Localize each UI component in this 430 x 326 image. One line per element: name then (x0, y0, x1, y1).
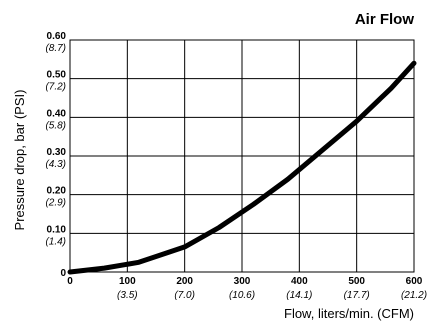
y-tick-label: 0 (60, 268, 66, 279)
x-tick-sublabel: (17.7) (344, 290, 370, 301)
y-tick-label: 0.60 (47, 31, 67, 42)
x-tick-label: 0 (67, 276, 73, 287)
x-tick-sublabel: (21.2) (401, 290, 427, 301)
x-tick-sublabel: (10.6) (229, 290, 255, 301)
x-tick-label: 100 (119, 276, 136, 287)
x-tick-label: 600 (406, 276, 423, 287)
y-tick-label: 0.20 (47, 186, 67, 197)
grid-layer (69, 39, 415, 273)
y-tick-sublabel: (2.9) (45, 198, 66, 209)
x-tick-label: 500 (348, 276, 365, 287)
y-tick-label: 0.40 (47, 108, 67, 119)
y-tick-sublabel: (1.4) (45, 236, 66, 247)
x-tick-label: 400 (291, 276, 308, 287)
x-tick-sublabel: (7.0) (174, 290, 195, 301)
x-tick-label: 300 (234, 276, 251, 287)
tick-labels: 0 100 (3.5) 200 (7.0) 300 (10.6) 400 (14.1) 500 (1… (45, 31, 427, 301)
x-tick-sublabel: (3.5) (117, 290, 138, 301)
y-tick-sublabel: (8.7) (45, 43, 66, 54)
chart-title: Air Flow (355, 11, 414, 28)
x-tick-sublabel: (14.1) (286, 290, 312, 301)
series-layer (67, 60, 417, 275)
y-tick-label: 0.30 (47, 147, 67, 158)
plot-frame (69, 39, 415, 273)
y-axis-label: Pressure drop, bar (PSI) (12, 90, 27, 231)
y-tick-sublabel: (4.3) (45, 159, 66, 170)
y-tick-label: 0.50 (47, 70, 67, 81)
series-line (67, 60, 417, 275)
y-tick-sublabel: (5.8) (45, 120, 66, 131)
y-tick-sublabel: (7.2) (45, 82, 66, 93)
x-tick-label: 200 (176, 276, 193, 287)
y-tick-label: 0.10 (47, 224, 67, 235)
x-axis-label: Flow, liters/min. (CFM) (284, 306, 414, 321)
